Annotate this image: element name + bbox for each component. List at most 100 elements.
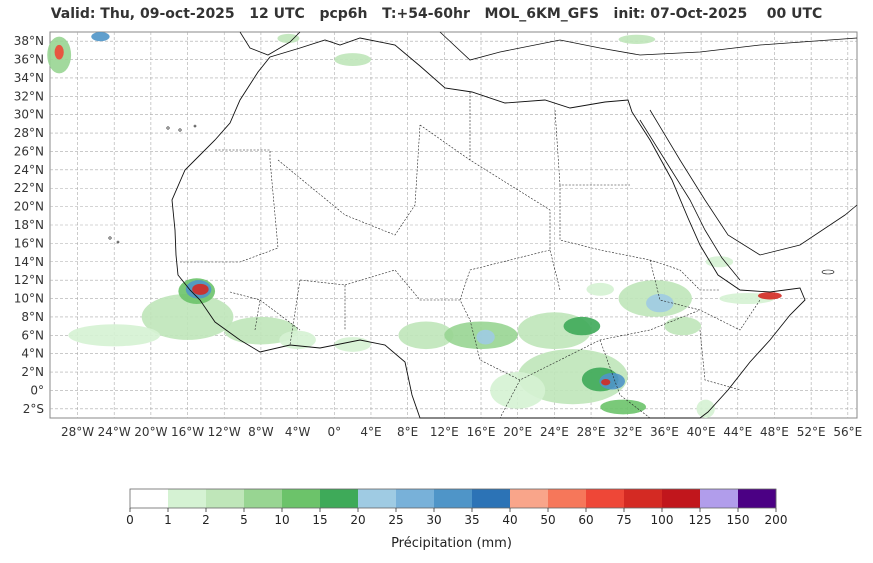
precip-cell — [476, 329, 495, 345]
colorbar-swatch — [320, 489, 359, 508]
lon-tick-label: 0° — [327, 425, 341, 439]
lat-tick-label: 2°N — [21, 365, 44, 379]
colorbar-tick-label: 75 — [616, 513, 631, 527]
lon-tick-label: 16°E — [467, 425, 496, 439]
colorbar-tick-label: 15 — [312, 513, 327, 527]
precip-cell — [334, 53, 371, 67]
lat-tick-label: 36°N — [14, 53, 44, 67]
lon-tick-label: 4°E — [360, 425, 381, 439]
lat-tick-label: 14°N — [14, 255, 44, 269]
lon-tick-label: 12°W — [208, 425, 241, 439]
colorbar-swatch — [624, 489, 663, 508]
precip-cell — [279, 330, 316, 350]
colorbar-swatch — [130, 489, 169, 508]
colorbar-tick-label: 60 — [578, 513, 593, 527]
lat-tick-label: 2°S — [23, 402, 44, 416]
borders-dashed — [180, 92, 761, 419]
lat-tick-label: 26°N — [14, 144, 44, 158]
red-sea-coast — [639, 119, 741, 281]
colorbar-tick-label: 50 — [540, 513, 555, 527]
lon-tick-label: 56°E — [833, 425, 862, 439]
lon-tick-label: 36°E — [650, 425, 679, 439]
precip-cell — [586, 282, 614, 296]
colorbar-swatch — [472, 489, 511, 508]
lat-tick-label: 10°N — [14, 292, 44, 306]
lon-tick-label: 20°W — [134, 425, 167, 439]
lon-tick-label: 4°W — [285, 425, 311, 439]
map-title: Valid: Thu, 09-oct-2025 12 UTC pcp6h T:+… — [50, 6, 823, 22]
colorbar-tick-label: 100 — [651, 513, 674, 527]
precip-cell — [618, 34, 656, 44]
lat-tick-label: 20°N — [14, 200, 44, 214]
lat-tick-label: 12°N — [14, 273, 44, 287]
precip-cell — [601, 378, 611, 386]
precip-cell — [398, 321, 454, 350]
colorbar-tick-label: 25 — [388, 513, 403, 527]
colorbar-swatch — [396, 489, 435, 508]
precip-cell — [490, 372, 546, 409]
precip-cell — [599, 372, 625, 390]
lon-tick-label: 28°W — [61, 425, 94, 439]
precip-cell — [696, 399, 715, 418]
lat-tick-label: 8°N — [21, 310, 44, 324]
colorbar-tick-label: 5 — [240, 513, 248, 527]
precip-cell — [563, 316, 601, 336]
precip-cell — [646, 293, 674, 313]
longitude-labels: 28°W 24°W 20°W 16°W 12°W 8°W 4°W 0° 4°E 8°E 12°E 16… — [61, 425, 862, 439]
lon-tick-label: 16°W — [171, 425, 204, 439]
lat-tick-label: 34°N — [14, 71, 44, 85]
precipitation-field — [47, 32, 782, 418]
precip-cell — [277, 33, 300, 44]
lon-tick-label: 48°E — [760, 425, 789, 439]
colorbar-tick-label: 10 — [274, 513, 289, 527]
colorbar-tick-label: 35 — [464, 513, 479, 527]
precip-cell — [664, 316, 702, 336]
lon-tick-label: 40°E — [687, 425, 716, 439]
colorbar-tick-label: 40 — [502, 513, 517, 527]
colorbar-swatch — [244, 489, 283, 508]
colorbar-swatch — [738, 489, 777, 508]
latitude-labels: 38°N 36°N 34°N 32°N 30°N 28°N 26°N 24°N 22°N 20°N… — [14, 34, 44, 416]
lat-tick-label: 38°N — [14, 34, 44, 48]
graticule — [50, 32, 857, 418]
lat-tick-label: 24°N — [14, 163, 44, 177]
lon-tick-label: 32°E — [613, 425, 642, 439]
precip-cell — [705, 256, 734, 268]
colorbar-swatch — [586, 489, 625, 508]
lat-tick-label: 22°N — [14, 181, 44, 195]
lon-tick-label: 24°W — [98, 425, 131, 439]
colorbar-swatch — [662, 489, 701, 508]
precip-cell — [757, 292, 782, 300]
colorbar-tick-label: 0 — [126, 513, 134, 527]
colorbar-outline — [129, 488, 777, 509]
lat-tick-label: 4°N — [21, 347, 44, 361]
arabia-coast — [649, 109, 858, 256]
coastlines-and-borders — [108, 31, 858, 419]
colorbar-tick-label: 2 — [202, 513, 210, 527]
precip-cell — [141, 293, 234, 340]
colorbar-tick-label: 1 — [164, 513, 172, 527]
colorbar-swatch — [282, 489, 321, 508]
iberia-coast — [239, 31, 301, 56]
colorbar-tick-label: 20 — [350, 513, 365, 527]
colorbar-swatch — [206, 489, 245, 508]
colorbar — [129, 488, 777, 509]
lon-tick-label: 44°E — [723, 425, 752, 439]
lat-tick-label: 6°N — [21, 328, 44, 342]
lon-tick-label: 20°E — [503, 425, 532, 439]
lon-tick-label: 8°E — [397, 425, 418, 439]
med-north-coast — [439, 31, 858, 61]
lat-tick-label: 16°N — [14, 236, 44, 250]
lon-tick-label: 52°E — [797, 425, 826, 439]
colorbar-swatch — [700, 489, 739, 508]
colorbar-label: Précipitation (mm) — [391, 536, 512, 551]
colorbar-swatch — [434, 489, 473, 508]
colorbar-tick-label: 125 — [689, 513, 712, 527]
lon-tick-label: 8°W — [248, 425, 274, 439]
colorbar-tick-label: 30 — [426, 513, 441, 527]
lat-tick-label: 30°N — [14, 108, 44, 122]
lat-tick-label: 0° — [30, 383, 44, 397]
precip-cell — [68, 324, 161, 347]
colorbar-swatch — [168, 489, 207, 508]
